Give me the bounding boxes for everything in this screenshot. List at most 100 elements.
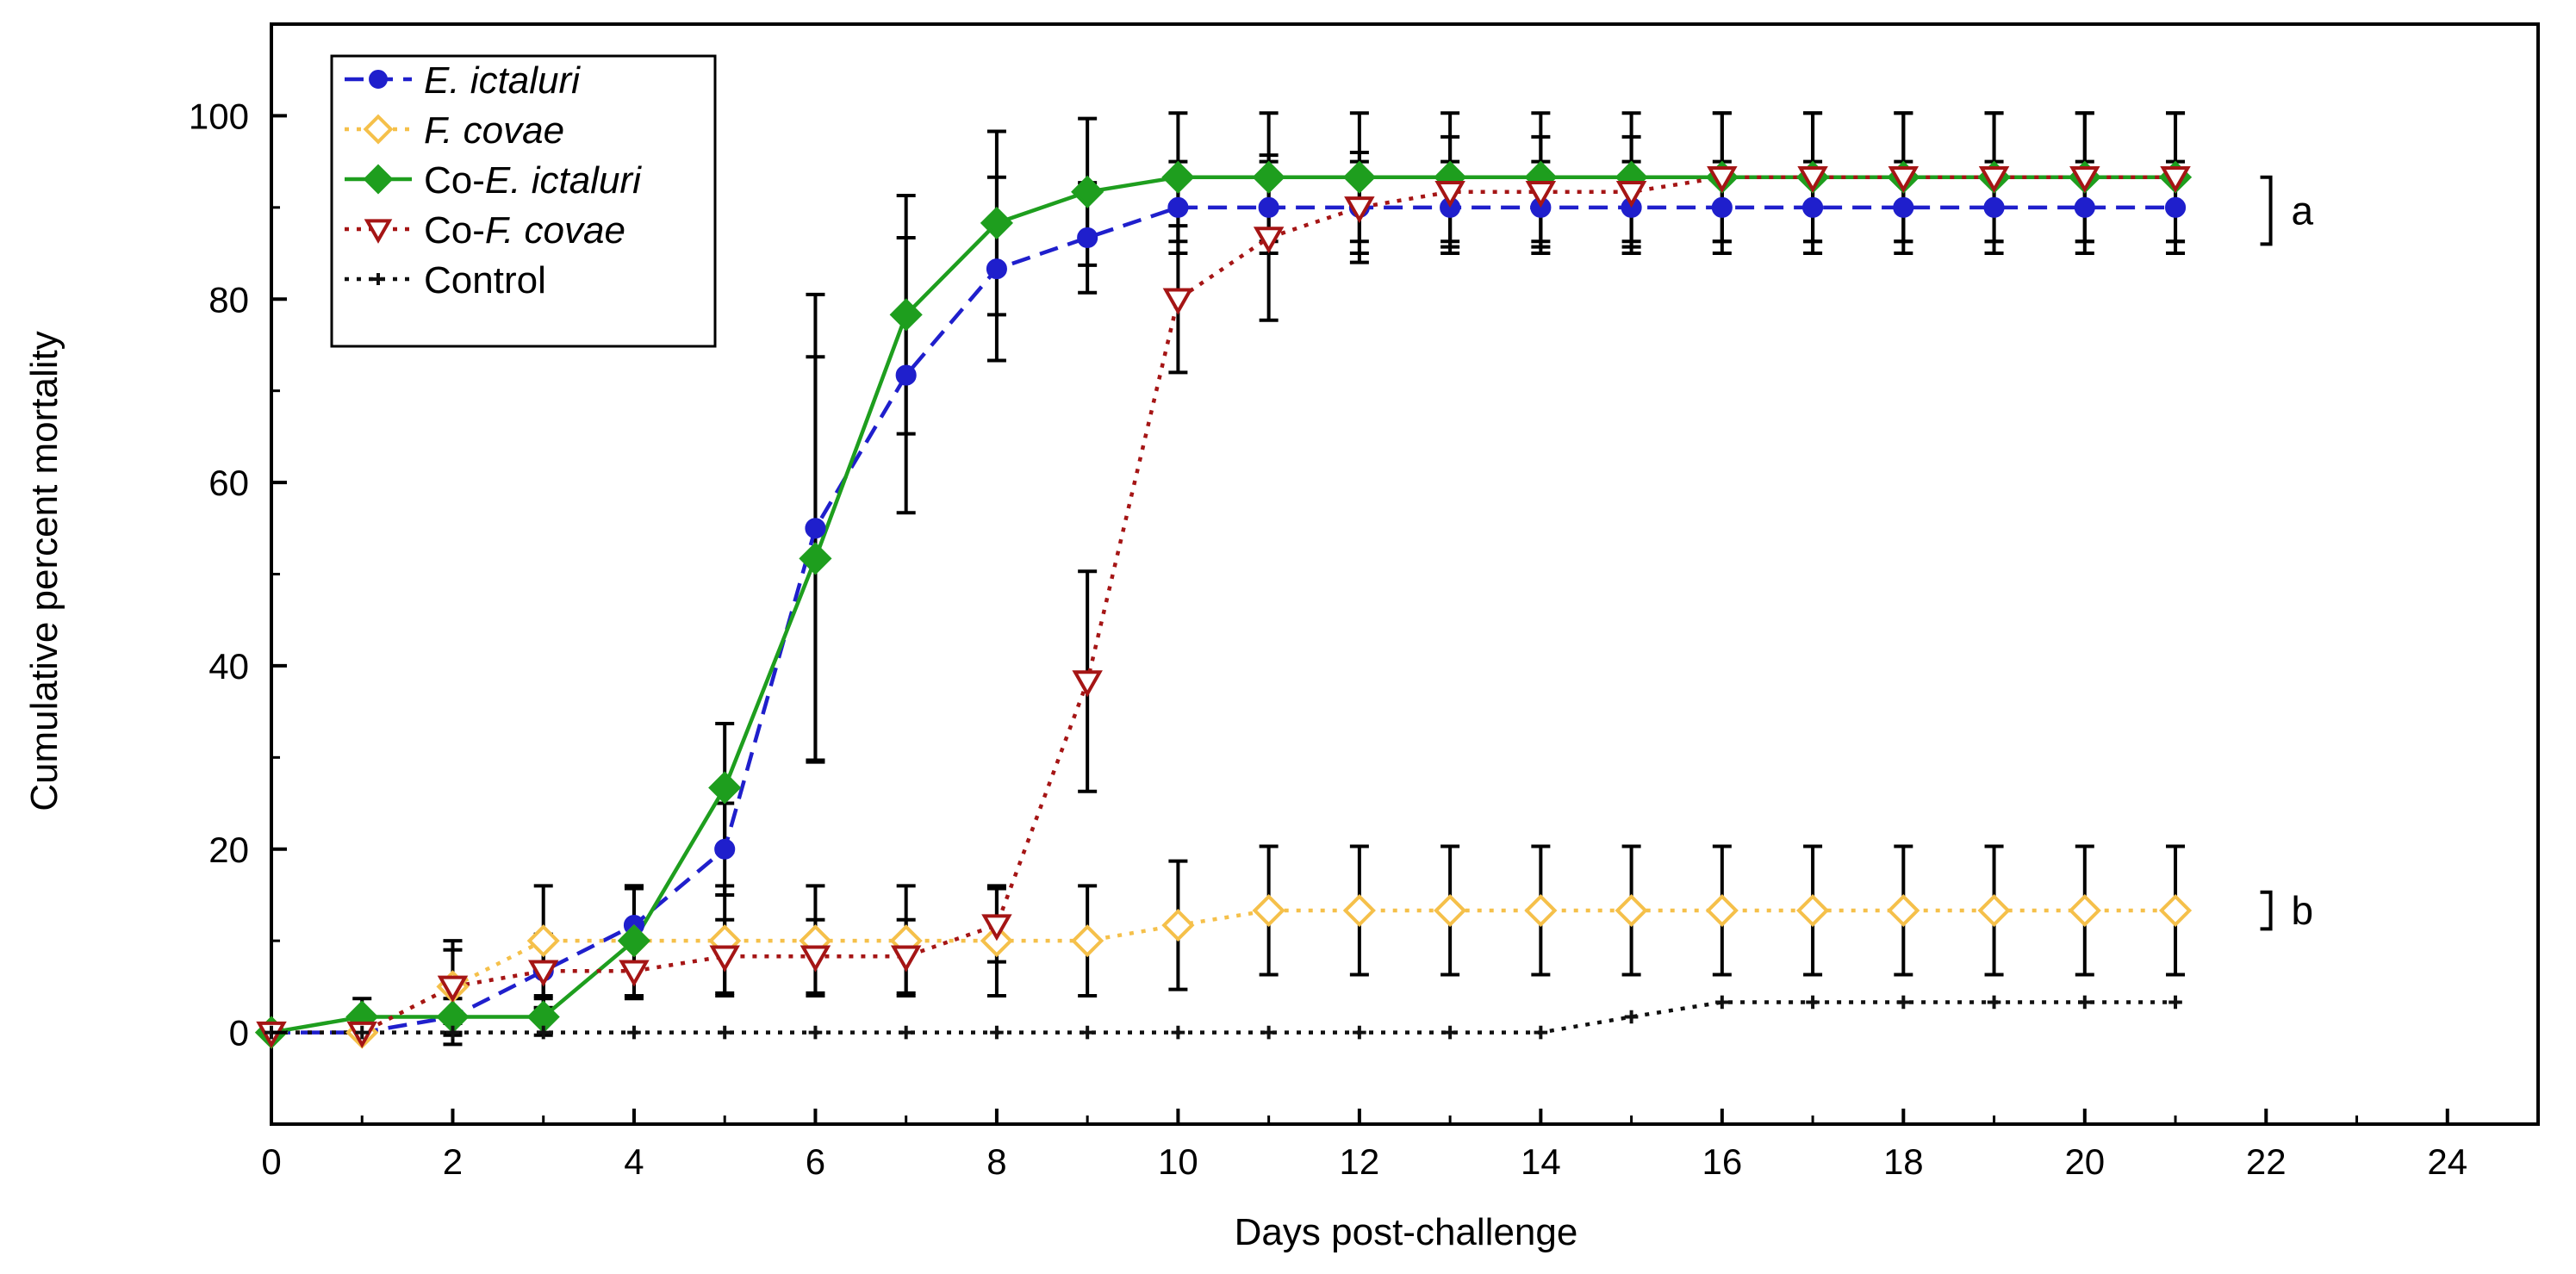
legend-label: Control bbox=[424, 259, 546, 301]
data-point bbox=[1258, 196, 1279, 218]
legend-swatch-marker bbox=[363, 164, 394, 195]
data-point bbox=[708, 771, 742, 805]
legend-swatch-marker bbox=[369, 70, 388, 89]
series-line-1 bbox=[271, 205, 2176, 1035]
data-point bbox=[526, 924, 560, 958]
legend-swatch-marker bbox=[364, 219, 393, 244]
data-point bbox=[527, 960, 559, 987]
data-point bbox=[1261, 1025, 1276, 1040]
data-point bbox=[1624, 1010, 1639, 1024]
data-point bbox=[1342, 893, 1376, 928]
x-tick-label: 22 bbox=[2246, 1141, 2287, 1182]
data-point bbox=[1252, 893, 1285, 928]
legend-item-3: Co-E. ictaluri bbox=[345, 159, 642, 202]
data-point bbox=[2168, 995, 2182, 1010]
error-bars-series-2 bbox=[443, 844, 2186, 1035]
x-tick-label: 24 bbox=[2427, 1141, 2467, 1182]
data-point bbox=[1167, 196, 1189, 218]
data-point bbox=[1797, 165, 1828, 194]
legend-label-part: Co- bbox=[424, 159, 485, 202]
x-tick-label: 18 bbox=[1883, 1141, 1924, 1182]
data-point bbox=[1072, 670, 1103, 698]
data-point bbox=[1615, 181, 1647, 208]
data-point bbox=[2074, 196, 2095, 218]
data-point bbox=[619, 960, 650, 987]
series-line-5 bbox=[271, 1000, 2176, 1035]
legend-item-4: Co-F. covae bbox=[345, 209, 625, 252]
data-point bbox=[889, 298, 923, 332]
y-tick-label: 100 bbox=[189, 96, 249, 136]
data-point bbox=[895, 364, 917, 386]
data-point bbox=[1443, 1025, 1457, 1040]
data-point bbox=[1434, 181, 1465, 208]
data-point bbox=[709, 945, 740, 973]
data-point bbox=[1796, 893, 1830, 928]
y-tick-label: 0 bbox=[229, 1013, 249, 1053]
legend-swatch-marker bbox=[371, 272, 385, 286]
data-point bbox=[536, 1025, 551, 1040]
data-point bbox=[1711, 196, 1733, 218]
legend-item-1: E. ictaluri bbox=[345, 59, 581, 102]
data-point bbox=[1071, 924, 1104, 958]
data-point bbox=[805, 518, 826, 539]
y-tick-label: 60 bbox=[208, 463, 249, 503]
legend-label-part: F. covae bbox=[424, 109, 564, 152]
legend-item-5: Control bbox=[345, 259, 546, 301]
data-point bbox=[1434, 893, 1467, 928]
legend-swatch-marker bbox=[363, 114, 394, 145]
data-point bbox=[1705, 893, 1739, 928]
data-point bbox=[980, 206, 1013, 240]
data-point bbox=[899, 1025, 913, 1040]
data-point bbox=[1707, 165, 1738, 194]
data-point bbox=[1253, 227, 1285, 254]
legend-label-part: E. ictaluri bbox=[424, 59, 581, 102]
data-point bbox=[1162, 288, 1194, 315]
x-tick-label: 20 bbox=[2064, 1141, 2105, 1182]
data-point bbox=[617, 924, 651, 958]
data-point bbox=[1978, 165, 2010, 194]
data-point bbox=[1802, 196, 1824, 218]
x-tick-label: 14 bbox=[1521, 1141, 1561, 1182]
series-line-4 bbox=[271, 175, 2176, 1035]
legend-label: Co-E. ictaluri bbox=[424, 159, 642, 202]
data-point bbox=[718, 1025, 731, 1040]
y-axis-title: Cumulative percent mortality bbox=[23, 331, 65, 811]
data-point bbox=[627, 1025, 641, 1040]
x-tick-label: 6 bbox=[806, 1141, 825, 1182]
data-point bbox=[1342, 160, 1376, 194]
significance-label: a bbox=[2292, 189, 2314, 233]
data-point bbox=[1983, 196, 2005, 218]
legend-label: Co-F. covae bbox=[424, 209, 625, 252]
legend-label-part: Control bbox=[424, 259, 546, 301]
data-point bbox=[1161, 908, 1195, 942]
data-point bbox=[981, 914, 1012, 942]
data-point bbox=[2160, 165, 2191, 194]
legend-label: F. covae bbox=[424, 109, 564, 152]
legend-label: E. ictaluri bbox=[424, 59, 581, 102]
data-point bbox=[1987, 995, 2001, 1010]
y-tick-label: 40 bbox=[208, 646, 249, 687]
data-point bbox=[1161, 160, 1195, 194]
data-point bbox=[1615, 893, 1648, 928]
markers-series-2 bbox=[254, 893, 2193, 1049]
data-point bbox=[1353, 1025, 1366, 1040]
x-tick-label: 16 bbox=[1702, 1141, 1742, 1182]
data-point bbox=[355, 1025, 370, 1040]
data-point bbox=[1977, 893, 2011, 928]
x-axis-title: Days post-challenge bbox=[1235, 1211, 1578, 1253]
x-tick-label: 2 bbox=[443, 1141, 463, 1182]
x-tick-label: 8 bbox=[986, 1141, 1006, 1182]
data-point bbox=[1077, 227, 1098, 249]
x-tick-label: 0 bbox=[261, 1141, 281, 1182]
data-point bbox=[1887, 893, 1920, 928]
data-point bbox=[445, 1025, 460, 1040]
series-layer bbox=[254, 111, 2193, 1049]
legend-label-part: Co- bbox=[424, 209, 485, 252]
legend-item-2: F. covae bbox=[345, 109, 564, 152]
data-point bbox=[1171, 1025, 1185, 1040]
y-tick-label: 20 bbox=[208, 830, 249, 870]
legend-label-part: E. ictaluri bbox=[485, 159, 642, 202]
data-point bbox=[808, 1025, 823, 1040]
